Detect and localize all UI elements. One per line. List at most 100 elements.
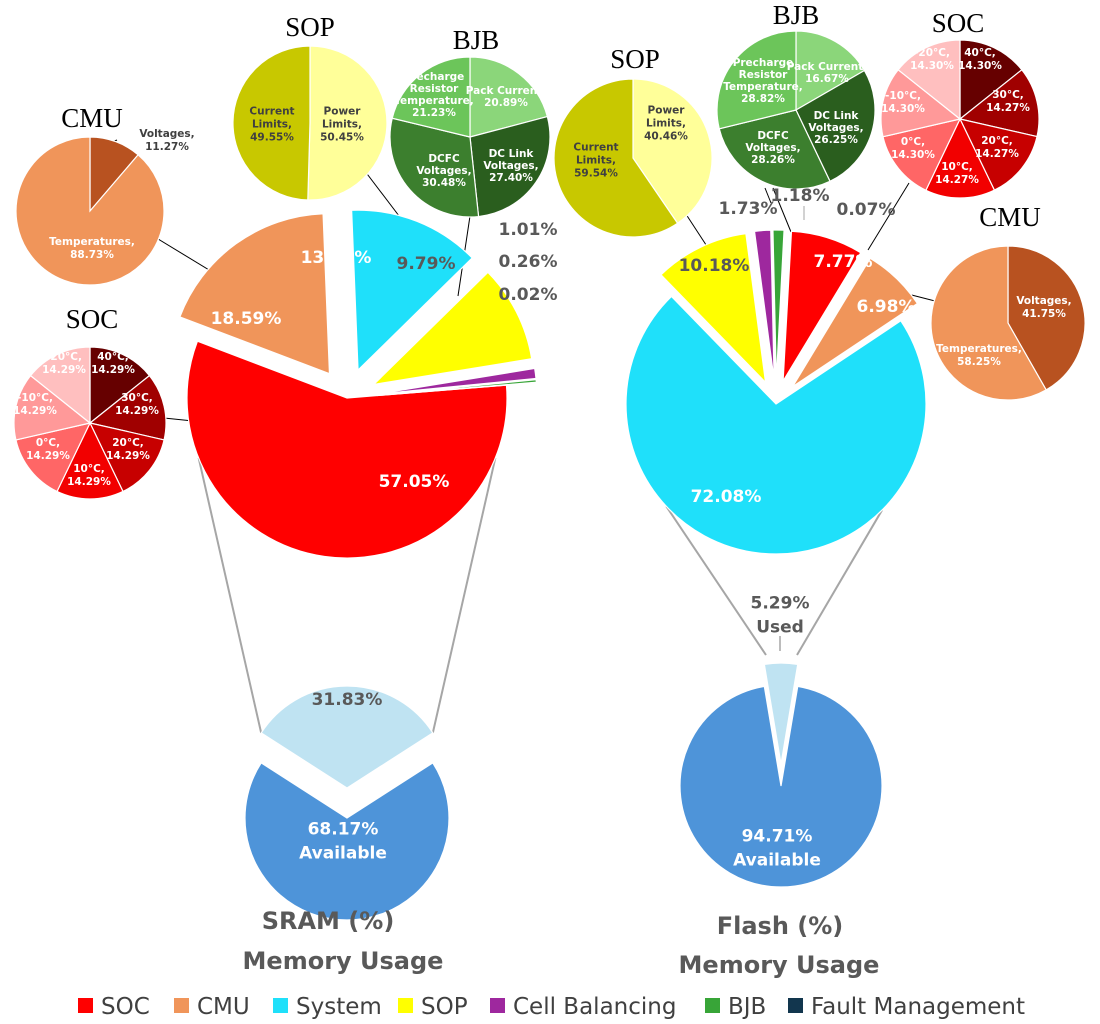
sram-soc-label-20-c: -20°C, 14.29% bbox=[42, 351, 86, 376]
legend-swatch-fault-management bbox=[788, 998, 803, 1013]
flash-soc-connector bbox=[867, 182, 910, 251]
flash-bjb-label-pack-current: Pack Current, 16.67% bbox=[787, 61, 868, 85]
sram-cmu-slice-1 bbox=[15, 136, 165, 286]
legend-swatch-system bbox=[273, 998, 288, 1013]
flash-cmu-slice-0 bbox=[1007, 245, 1086, 391]
sram-subtitle: Memory Usage bbox=[243, 947, 444, 975]
sram-main-label-fault-management: 0.02% bbox=[499, 285, 558, 305]
sram-main-slice-6 bbox=[376, 381, 538, 397]
sram-main-slice-4 bbox=[376, 367, 537, 395]
flash-main-slice-5 bbox=[772, 229, 785, 381]
sram-main-label-cmu: 18.59% bbox=[211, 309, 282, 329]
sram-cmu-label-voltages: Voltages, 11.27% bbox=[139, 128, 194, 153]
flash-soc-label-40-c: 40°C, 14.30% bbox=[958, 47, 1002, 72]
flash-used-label: 5.29% Used bbox=[751, 593, 810, 637]
sram-title: SRAM (%) bbox=[262, 907, 395, 935]
sram-soc-slice-3 bbox=[56, 421, 124, 500]
flash-available-label: 94.71% Available bbox=[733, 826, 821, 870]
sram-usage-slice-1 bbox=[244, 762, 450, 921]
flash-soc-title: SOC bbox=[932, 8, 985, 38]
sram-bjb-slice-2 bbox=[389, 117, 480, 218]
sram-usage-slice-0 bbox=[260, 685, 434, 789]
sram-soc-slice-1 bbox=[88, 374, 167, 441]
pie-charts bbox=[13, 30, 1086, 921]
sram-main-label-system: 13.28% bbox=[301, 248, 372, 268]
flash-bjb-connector bbox=[772, 187, 792, 233]
flash-cmu-slice-1 bbox=[930, 245, 1047, 401]
sram-soc-title: SOC bbox=[66, 304, 119, 334]
sram-main-label-soc: 57.05% bbox=[379, 472, 450, 492]
flash-main-label-soc: 7.77% bbox=[814, 252, 873, 272]
legend-swatch-cmu bbox=[174, 998, 189, 1013]
flash-title: Flash (%) bbox=[717, 912, 844, 940]
flash-sop-slice-1 bbox=[553, 78, 679, 238]
flash-bjb-title: BJB bbox=[773, 0, 820, 30]
flash-cmu-label-voltages: Voltages, 41.75% bbox=[1016, 295, 1071, 320]
sram-bjb-slice-1 bbox=[469, 115, 551, 218]
sram-bjb-slice-3 bbox=[391, 56, 471, 138]
flash-soc-label-30-c: 30°C, 14.27% bbox=[986, 89, 1030, 114]
sram-soc-label-30-c: 30°C, 14.29% bbox=[115, 392, 159, 417]
flash-sop-label-current-limits: Current Limits, 59.54% bbox=[573, 142, 618, 180]
sram-bjb-slice-0 bbox=[469, 56, 549, 138]
sram-bjb-label-dc-link-voltages: DC Link Voltages, 27.40% bbox=[483, 148, 538, 184]
legend-label-cell-balancing: Cell Balancing bbox=[513, 994, 676, 1020]
flash-cmu-title: CMU bbox=[979, 202, 1041, 232]
sram-bjb-label-pack-current: Pack Current, 20.89% bbox=[466, 85, 547, 109]
flash-main-label-bjb: 1.18% bbox=[771, 186, 830, 206]
sram-main-label-sop: 9.79% bbox=[397, 254, 456, 274]
flash-soc-slice-4 bbox=[882, 118, 962, 192]
legend-swatch-sop bbox=[398, 998, 413, 1013]
sram-sop-label-power-limits: Power Limits, 50.45% bbox=[320, 106, 364, 144]
sram-available-label: 68.17% Available bbox=[299, 819, 387, 863]
legend-label-soc: SOC bbox=[101, 994, 150, 1020]
sram-soc-slice-0 bbox=[89, 346, 151, 425]
flash-main-slice-6 bbox=[776, 229, 787, 381]
sram-main-slice-1 bbox=[179, 213, 331, 375]
sram-main-label-cell-balancing: 1.01% bbox=[499, 220, 558, 240]
flash-sop-slice-0 bbox=[632, 78, 713, 225]
flash-bjb-label-dcfc-voltages: DCFC Voltages, 28.26% bbox=[745, 130, 800, 166]
flash-soc-slice-1 bbox=[958, 68, 1040, 138]
flash-soc-label-20-c: -20°C, 14.30% bbox=[910, 47, 954, 72]
sram-main-slice-2 bbox=[351, 209, 474, 372]
legend-label-cmu: CMU bbox=[197, 994, 250, 1020]
legend-swatch-soc bbox=[78, 998, 93, 1013]
flash-main-slice-4 bbox=[753, 229, 775, 381]
flash-bjb-label-precharge-resistor-temperature: Precharge Resistor Temperature, 28.82% bbox=[723, 57, 803, 105]
sram-soc-label-10-c: 10°C, 14.29% bbox=[67, 463, 111, 488]
flash-main-slice-0 bbox=[782, 230, 862, 382]
sram-sop-label-current-limits: Current Limits, 49.55% bbox=[249, 106, 294, 144]
flash-soc-label-0-c: 0°C, 14.30% bbox=[891, 136, 935, 161]
sram-zoom-line-left bbox=[197, 457, 263, 734]
flash-zoom-line-left bbox=[665, 505, 767, 656]
sram-soc-label-10-c: -10°C, 14.29% bbox=[13, 392, 57, 417]
legend-label-bjb: BJB bbox=[728, 994, 766, 1020]
sram-soc-label-20-c: 20°C, 14.29% bbox=[106, 437, 150, 462]
sram-bjb-label-dcfc-voltages: DCFC Voltages, 30.48% bbox=[416, 153, 471, 189]
sram-soc-slice-6 bbox=[29, 346, 91, 425]
sram-sop-slice-0 bbox=[307, 45, 388, 201]
sram-bjb-label-precharge-resistor-temperature: Precharge Resistor Temperature, 21.23% bbox=[394, 71, 474, 119]
legend-label-fault-management: Fault Management bbox=[811, 994, 1025, 1020]
flash-main-label-fault-management: 0.07% bbox=[837, 200, 896, 220]
flash-zoom-line-right bbox=[796, 509, 883, 656]
flash-main-label-cell-balancing: 1.73% bbox=[719, 199, 778, 219]
sram-soc-label-0-c: 0°C, 14.29% bbox=[26, 437, 70, 462]
legend-swatch-cell-balancing bbox=[490, 998, 505, 1013]
flash-usage-slice-0 bbox=[763, 662, 799, 765]
flash-soc-slice-3 bbox=[925, 117, 996, 199]
sram-sop-title: SOP bbox=[285, 12, 335, 42]
flash-bjb-label-dc-link-voltages: DC Link Voltages, 26.25% bbox=[808, 110, 863, 146]
sram-cmu-label-temperatures: Temperatures, 88.73% bbox=[49, 236, 135, 261]
legend-swatch-bjb bbox=[705, 998, 720, 1013]
flash-soc-slice-6 bbox=[897, 39, 961, 121]
flash-bjb-slice-3 bbox=[716, 30, 797, 130]
legend-label-sop: SOP bbox=[421, 994, 468, 1020]
chart-labels: 57.05% 18.59% 13.28% 9.79% 1.01% 0.26% 0.02% 31… bbox=[13, 47, 1072, 870]
flash-subtitle: Memory Usage bbox=[679, 951, 880, 979]
sram-soc-slice-4 bbox=[15, 422, 92, 493]
flash-sop-title: SOP bbox=[610, 44, 660, 74]
legend: SOC CMU System SOP Cell Balancing BJB Fa… bbox=[78, 994, 1025, 1020]
